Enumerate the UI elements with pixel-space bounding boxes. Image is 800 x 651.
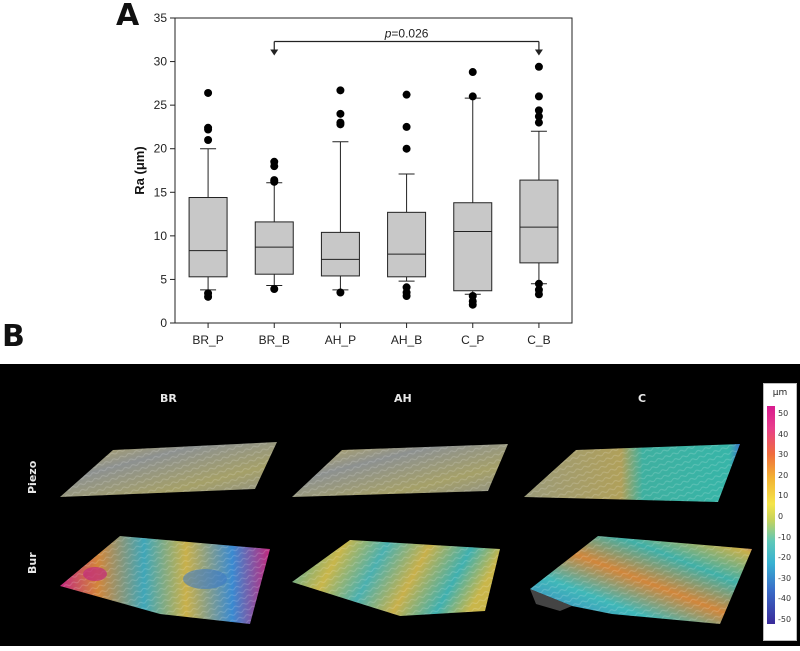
- colorbar-tick: 20: [778, 470, 789, 480]
- outlier-point: [204, 289, 213, 298]
- y-axis-title: Ra (μm): [132, 146, 147, 194]
- bracket-left-arrow: [270, 49, 279, 56]
- surface-ah-bur: [292, 540, 500, 616]
- outlier-point: [336, 86, 345, 95]
- box-c-b: [519, 62, 559, 299]
- boxplot-chart: 0 5 10 15 20 25 30 35 Ra (μm) BR_P BR_B AH_P AH_B C_P…: [132, 11, 573, 347]
- outlier-point: [534, 279, 543, 288]
- surface-maps-panel: BR AH C Piezo Bur: [0, 364, 800, 646]
- outlier-point: [402, 144, 411, 153]
- x-tick-label: C_P: [461, 333, 484, 347]
- colorbar-gradient: [767, 406, 775, 624]
- surface-c-bur: [530, 536, 752, 624]
- colorbar-tick: 0: [778, 512, 784, 521]
- outlier-point: [336, 109, 345, 118]
- outlier-point: [534, 106, 543, 115]
- surface-br-piezo: [60, 442, 277, 497]
- colorbar-tick: -20: [778, 553, 792, 563]
- column-label-br: BR: [160, 392, 177, 405]
- outlier-point: [534, 92, 543, 101]
- outlier-point: [204, 123, 213, 132]
- outlier-point: [402, 283, 411, 292]
- outlier-point: [534, 112, 543, 121]
- row-label-bur: Bur: [26, 552, 39, 574]
- colorbar-tick: 50: [778, 409, 789, 418]
- p-symbol: p: [384, 27, 392, 41]
- outlier-point: [336, 288, 345, 297]
- plot-frame: [174, 17, 573, 324]
- colorbar-legend: μm 50 40 30 20 10 0 -10 -20 -30 -40 -50: [763, 383, 797, 641]
- panel-b-label: B: [2, 319, 25, 354]
- outlier-point: [336, 118, 345, 127]
- colorbar-unit: μm: [772, 388, 788, 398]
- colorbar-tick: -40: [778, 594, 792, 604]
- p-value: =0.026: [391, 27, 428, 41]
- x-tick-label: AH_P: [325, 333, 356, 347]
- outlier-point: [534, 62, 543, 71]
- y-tick-label: 10: [154, 229, 168, 243]
- box-iqr: [387, 211, 427, 278]
- box-br-b: [254, 157, 294, 294]
- column-label-c: C: [638, 392, 647, 405]
- colorbar-tick: -50: [778, 615, 792, 624]
- y-tick-label: 20: [154, 142, 168, 156]
- outlier-point: [468, 68, 477, 77]
- box-iqr: [519, 179, 559, 264]
- y-tick-label: 15: [154, 185, 168, 199]
- outlier-point: [270, 176, 279, 185]
- outlier-point: [204, 88, 213, 97]
- column-label-ah: AH: [394, 392, 412, 405]
- row-label-piezo: Piezo: [26, 460, 39, 494]
- outlier-point: [204, 136, 213, 144]
- surface-maps-svg: [60, 442, 752, 624]
- x-tick-label: BR_B: [259, 333, 290, 347]
- box-br-p: [188, 88, 228, 301]
- box-iqr: [320, 231, 360, 277]
- x-tick-label: BR_P: [192, 333, 223, 347]
- y-tick-label: 5: [160, 272, 167, 286]
- outlier-point: [270, 157, 279, 166]
- outlier-point: [402, 90, 411, 99]
- surface-c-piezo: [524, 444, 740, 502]
- y-tick-label: 0: [160, 316, 167, 330]
- box-c-p: [453, 68, 493, 309]
- colorbar-tick: -10: [778, 532, 792, 542]
- panel-a-label: A: [116, 0, 140, 33]
- box-iqr: [188, 197, 228, 278]
- colorbar-tick: 40: [778, 429, 789, 439]
- x-tick-label: C_B: [527, 333, 550, 347]
- colorbar-tick: 10: [778, 491, 789, 501]
- colorbar-tick: 30: [778, 450, 789, 460]
- x-tick-label: AH_B: [391, 333, 422, 347]
- y-tick-label: 25: [154, 98, 168, 112]
- box-iqr: [254, 221, 294, 275]
- outlier-point: [534, 118, 543, 127]
- surface-br-bur: [60, 536, 270, 624]
- y-tick-label: 35: [154, 11, 168, 25]
- outlier-point: [270, 285, 279, 294]
- y-tick-label: 30: [154, 55, 168, 69]
- surface-ah-piezo: [292, 444, 508, 497]
- outlier-point: [534, 285, 543, 294]
- bracket-right-arrow: [534, 49, 543, 56]
- box-iqr: [453, 202, 493, 292]
- p-value-label: p=0.026: [384, 27, 429, 41]
- box-ah-b: [387, 90, 427, 300]
- colorbar-tick: -30: [778, 573, 792, 583]
- outlier-point: [468, 291, 477, 300]
- box-ah-p: [320, 86, 360, 297]
- outlier-point: [468, 92, 477, 101]
- outlier-point: [402, 122, 411, 131]
